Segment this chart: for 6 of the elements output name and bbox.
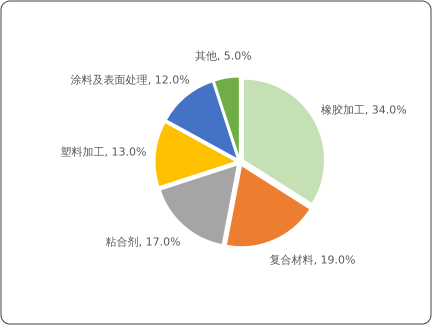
slice-label: 其他, 5.0% [194,48,252,64]
slice-label: 塑料加工, 13.0% [60,144,146,160]
slice-label: 涂料及表面处理, 12.0% [70,72,190,88]
slice-label: 橡胶加工, 34.0% [320,102,407,118]
slice-label: 复合材料, 19.0% [270,252,356,268]
slice-label: 粘合剂, 17.0% [106,234,181,250]
